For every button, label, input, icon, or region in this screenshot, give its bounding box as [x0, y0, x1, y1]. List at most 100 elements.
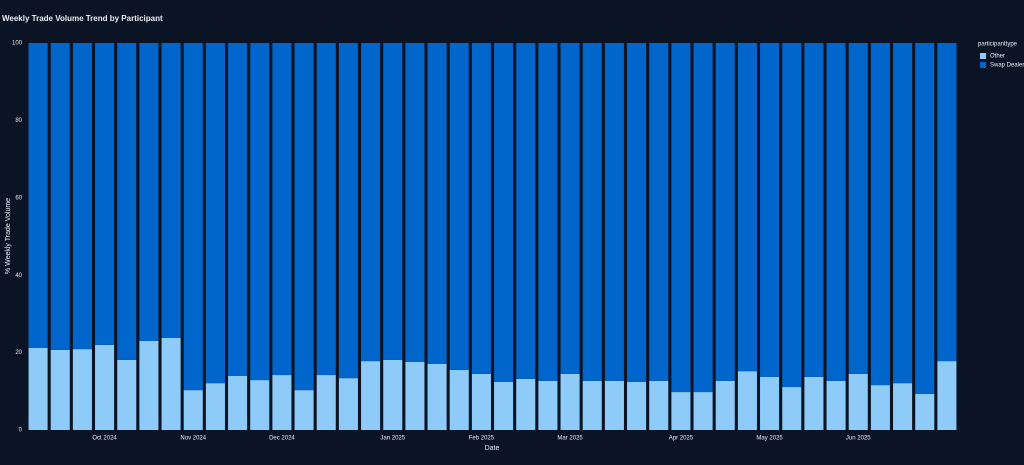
bar-segment [693, 43, 713, 393]
bar-segment [294, 390, 314, 430]
legend-label: Swap Dealer [990, 63, 1024, 69]
legend-swatch [980, 53, 986, 59]
bar-segment [250, 43, 270, 381]
legend-label: Other [990, 54, 1005, 60]
bar-segment [937, 43, 957, 362]
bar-segment [826, 43, 846, 381]
bar-segment [383, 43, 403, 360]
bar-segment [715, 380, 735, 430]
bar-segment [760, 43, 780, 377]
bar-segment [117, 43, 137, 360]
bar-segment [516, 378, 536, 430]
bar-segment [427, 43, 447, 364]
bar-segment [471, 43, 491, 374]
bar-segment [50, 349, 70, 430]
y-tick-label: 0 [19, 428, 23, 434]
bar-segment [760, 376, 780, 430]
y-tick-label: 100 [12, 41, 23, 47]
bar-segment [494, 43, 514, 383]
bar-segment [338, 43, 358, 379]
bar-segment [161, 43, 181, 338]
bar-segment [272, 375, 292, 430]
y-tick-label: 40 [15, 273, 22, 279]
bar-segment [693, 392, 713, 430]
bar-segment [139, 340, 159, 430]
chart-title: Weekly Trade Volume Trend by Participant [2, 14, 163, 23]
y-axis-title: % Weekly Trade Volume [5, 198, 12, 274]
bar-segment [95, 344, 115, 430]
bar-segment [804, 376, 824, 430]
bar-segment [804, 43, 824, 377]
bar-segment [516, 43, 536, 379]
bar-segment [471, 373, 491, 430]
bar-segment [893, 43, 913, 384]
bar-segment [449, 43, 469, 371]
bar-segment [449, 370, 469, 430]
bar-segment [737, 43, 757, 372]
bar-segment [139, 43, 159, 341]
bar-segment [870, 385, 890, 430]
bar-segment [848, 43, 868, 374]
bar-segment [538, 43, 558, 381]
bar-segment [316, 43, 336, 376]
bar-segment [50, 43, 70, 350]
bar-segment [671, 43, 691, 393]
bar-segment [538, 380, 558, 430]
bar-segment [228, 375, 248, 430]
legend-swatch [980, 62, 986, 68]
bar-segment [826, 380, 846, 430]
bar-segment [183, 390, 203, 430]
bar-segment [604, 380, 624, 430]
bar-segment [161, 337, 181, 430]
bar-segment [782, 43, 802, 388]
bar-segment [649, 43, 669, 381]
bar-segment [604, 43, 624, 381]
bar-segment [671, 392, 691, 430]
bar-segment [405, 361, 425, 430]
x-tick-label: Dec 2024 [269, 436, 295, 442]
bar-segment [627, 382, 647, 430]
bar-segment [937, 361, 957, 430]
bar-segment [915, 43, 935, 395]
bar-segment [338, 378, 358, 430]
bar-segment [183, 43, 203, 391]
y-tick-label: 60 [15, 195, 22, 201]
bar-segment [117, 359, 137, 430]
x-tick-label: Feb 2025 [469, 436, 495, 442]
bar-segment [494, 382, 514, 430]
y-tick-label: 20 [15, 350, 22, 356]
bar-segment [361, 361, 381, 430]
bar-segment [560, 43, 580, 374]
bar-segment [782, 387, 802, 430]
bar-segment [294, 43, 314, 391]
bar-segment [361, 43, 381, 362]
bar-segment [649, 380, 669, 430]
bar-segment [848, 373, 868, 430]
bar-segment [250, 380, 270, 430]
x-tick-label: Nov 2024 [180, 436, 206, 442]
bar-segment [737, 371, 757, 430]
bar-segment [28, 43, 48, 348]
bar-segment [72, 43, 92, 350]
bar-segment [405, 43, 425, 362]
bar-segment [560, 373, 580, 430]
bar-segment [715, 43, 735, 381]
bar-segment [915, 394, 935, 430]
x-axis-title: Date [485, 445, 500, 452]
bar-segment [893, 383, 913, 430]
bar-segment [316, 375, 336, 430]
bar-segment [383, 359, 403, 430]
bar-segment [205, 383, 225, 430]
bar-segment [228, 43, 248, 376]
bar-segment [28, 347, 48, 430]
bar-segment [427, 363, 447, 430]
x-tick-label: Apr 2025 [669, 436, 694, 442]
bar-segment [870, 43, 890, 386]
x-tick-label: Jun 2025 [846, 436, 871, 442]
bar-segment [95, 43, 115, 345]
x-tick-label: Mar 2025 [557, 436, 583, 442]
legend-title: participanttype [978, 42, 1018, 48]
x-tick-label: Oct 2024 [92, 436, 117, 442]
